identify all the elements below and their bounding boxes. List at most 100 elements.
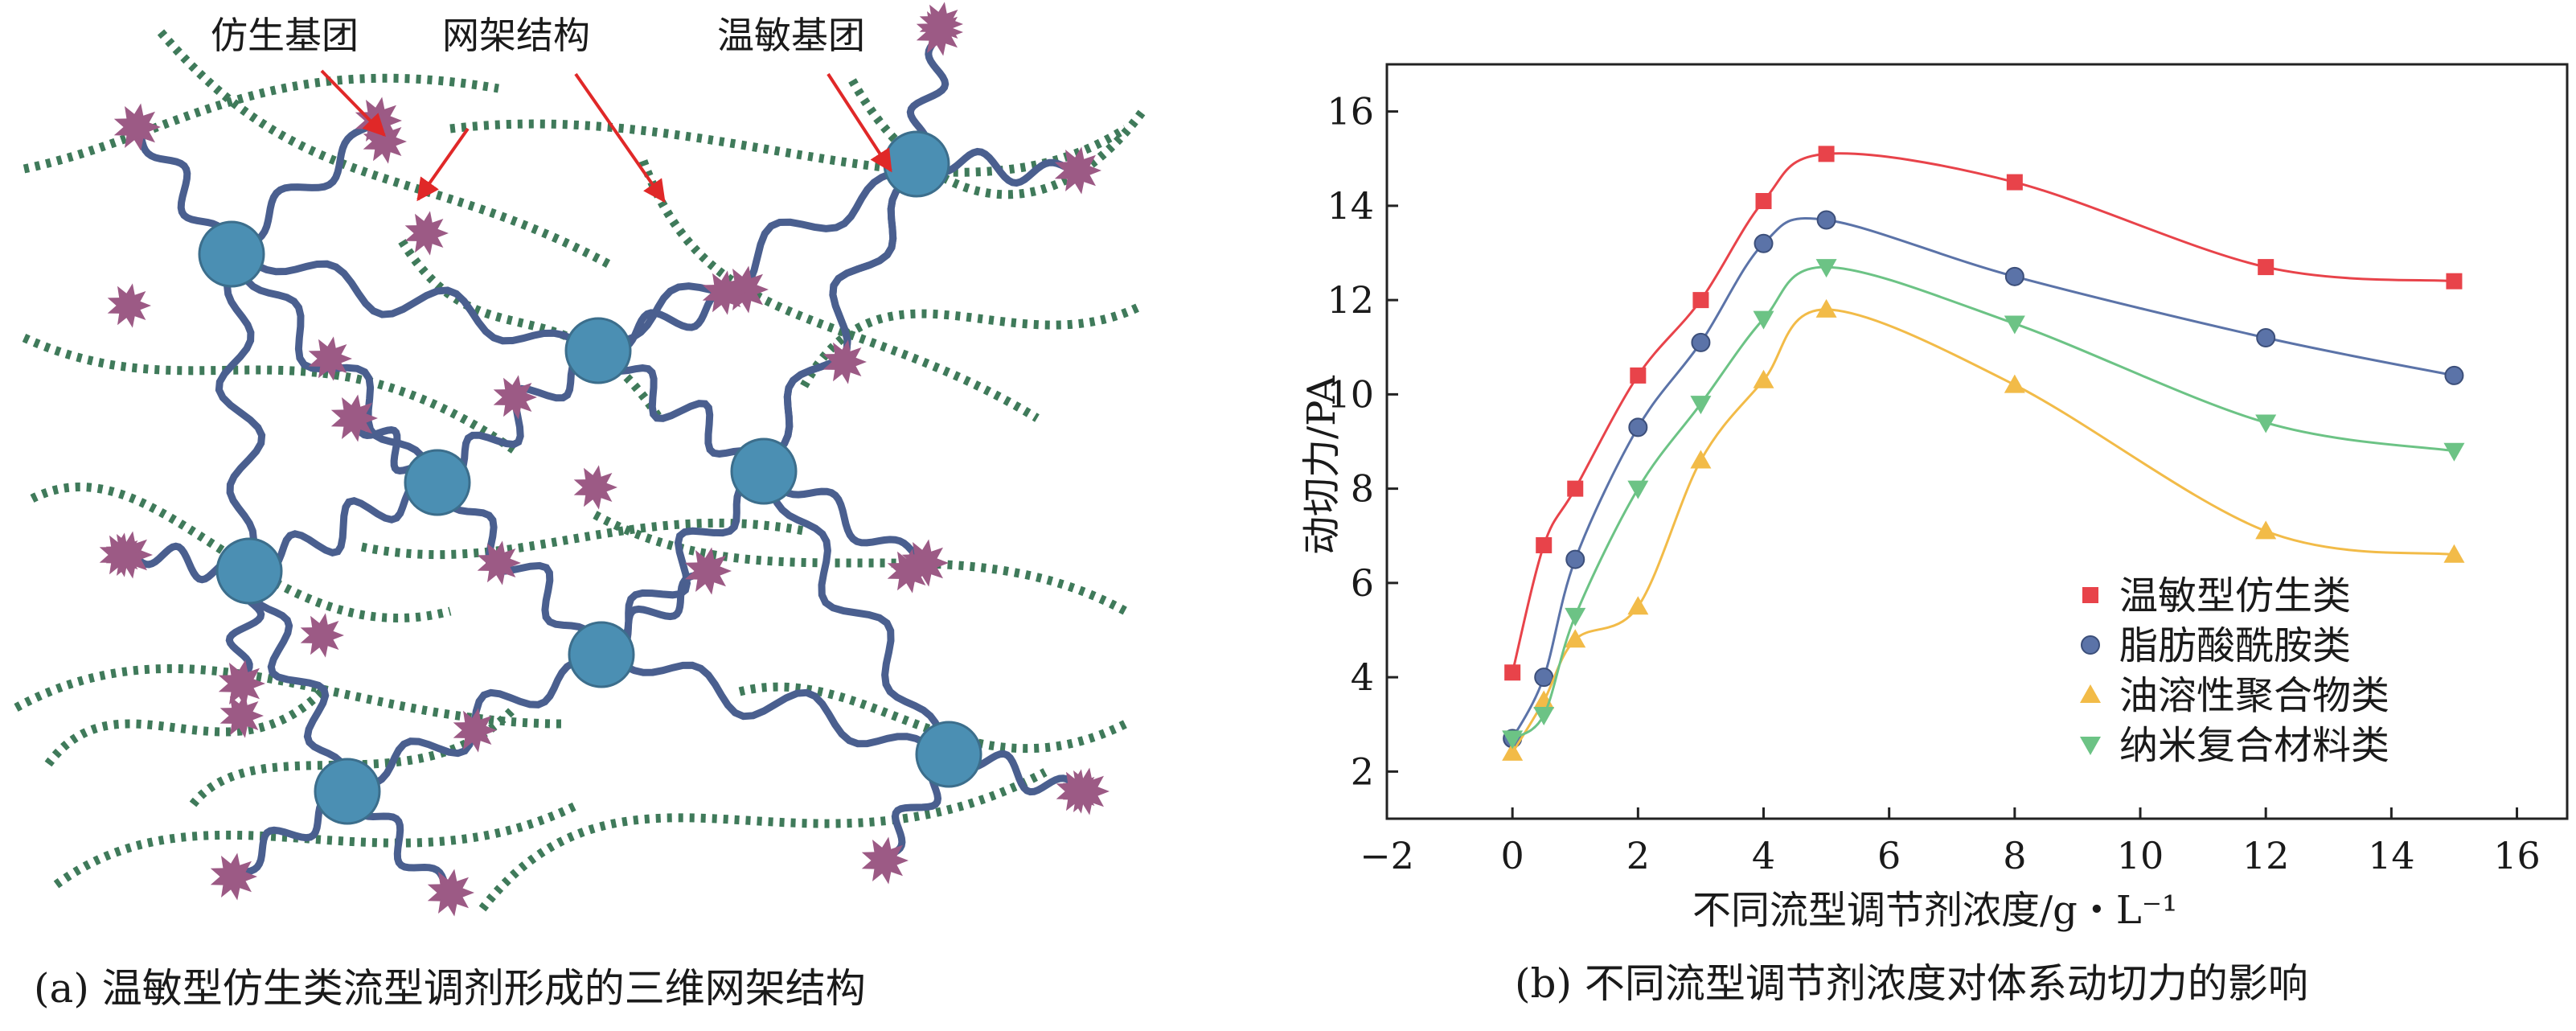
network-node xyxy=(915,721,982,788)
thermo-star xyxy=(218,659,265,708)
data-point xyxy=(2004,315,2025,335)
y-tick-label: 12 xyxy=(1327,278,1374,322)
arrow-thermo xyxy=(827,72,892,173)
plot-frame xyxy=(1385,63,2569,820)
y-axis-label: 动切力/PA xyxy=(1299,375,1344,555)
data-point xyxy=(2443,544,2465,563)
data-point xyxy=(1754,233,1774,253)
thermo-star xyxy=(113,103,161,151)
legend-entry: 油溶性聚合物类 xyxy=(2080,673,2389,718)
label-thermo: 温敏基团 xyxy=(717,14,865,57)
network-node xyxy=(730,437,798,505)
legend-label: 脂肪酸酰胺类 xyxy=(2119,623,2351,668)
dotted-chain xyxy=(157,29,613,269)
x-tick-label: −2 xyxy=(1360,834,1414,877)
dotted-chain xyxy=(848,78,1146,199)
network-chain xyxy=(245,479,441,575)
data-point xyxy=(1627,480,1649,499)
data-point xyxy=(1630,367,1647,384)
network-node xyxy=(215,537,283,605)
dotted-chain xyxy=(449,119,1128,177)
data-point xyxy=(1504,664,1521,681)
stars xyxy=(99,2,1110,917)
x-tick-label: 16 xyxy=(2493,834,2541,877)
dotted-chain xyxy=(53,800,581,889)
data-point xyxy=(2443,442,2465,462)
x-tick-label: 10 xyxy=(2117,834,2164,877)
y-tick-label: 2 xyxy=(1351,750,1374,793)
x-tick-label: 6 xyxy=(1877,834,1901,877)
data-point xyxy=(1753,310,1774,330)
thermo-star xyxy=(822,339,867,384)
thermo-star xyxy=(493,375,537,420)
series-layer xyxy=(1502,146,2465,761)
dotted-chain xyxy=(30,483,452,622)
thermo-star xyxy=(573,465,617,510)
data-point xyxy=(2444,365,2464,385)
thermo-star xyxy=(107,283,151,328)
data-point xyxy=(1502,741,1524,761)
dotted-chain xyxy=(800,302,1144,388)
dangling-chain xyxy=(228,117,382,258)
thermo-star xyxy=(300,613,344,658)
arrow-bionic xyxy=(320,69,386,138)
data-point xyxy=(1753,369,1774,388)
legend-entry: 脂肪酸酰胺类 xyxy=(2081,623,2351,668)
data-point xyxy=(1627,596,1649,615)
data-point xyxy=(1502,730,1524,750)
x-tick-label: 14 xyxy=(2368,834,2415,877)
series-3 xyxy=(1502,259,2465,750)
thermo-star xyxy=(721,265,769,314)
x-tick-label: 8 xyxy=(2003,834,2026,877)
data-point xyxy=(1533,707,1555,726)
network-node xyxy=(198,220,265,288)
y-tick-label: 16 xyxy=(1327,90,1374,133)
caption-b: (b) 不同流型调节剂浓度对体系动切力的影响 xyxy=(1515,960,2308,1007)
thermo-star xyxy=(1056,769,1100,814)
network-chain xyxy=(594,160,921,355)
data-point xyxy=(2446,273,2463,290)
thermo-star xyxy=(686,548,730,594)
legend-entry: 温敏型仿生类 xyxy=(2082,573,2351,618)
caption-a: (a) 温敏型仿生类流型调剂形成的三维网架结构 xyxy=(34,965,866,1012)
network-node xyxy=(568,621,635,688)
thermo-star xyxy=(210,852,257,901)
line-chart: −2 0 2 4 6 8 10 12 14 16 2 4 6 8 10 12 14 16 不同流型调节剂浓度/g・… xyxy=(1299,63,2569,1007)
data-point xyxy=(1536,536,1553,553)
legend-entry: 纳米复合材料类 xyxy=(2080,723,2389,768)
data-point xyxy=(2255,520,2277,540)
data-point xyxy=(1692,292,1709,309)
thermo-star xyxy=(887,548,931,594)
network-chain xyxy=(760,160,921,475)
network-node xyxy=(314,758,381,825)
data-point xyxy=(1565,607,1586,626)
dotted-chain xyxy=(22,333,518,454)
nodes xyxy=(198,130,982,825)
thermo-star xyxy=(308,336,352,381)
data-point xyxy=(1628,417,1648,437)
data-point xyxy=(1815,298,1837,318)
data-point xyxy=(1565,629,1586,648)
thermo-star xyxy=(330,394,378,442)
y-tick-label: 14 xyxy=(1327,184,1374,228)
thermo-star xyxy=(702,270,746,315)
network-chain xyxy=(760,467,953,758)
legend-marker xyxy=(2081,635,2100,655)
y-tick-label: 8 xyxy=(1351,467,1374,511)
data-point xyxy=(2004,266,2024,286)
series-2 xyxy=(1502,298,2465,761)
thermo-star xyxy=(99,532,143,577)
data-point xyxy=(1534,667,1554,688)
data-point xyxy=(1690,450,1712,469)
y-tick-label: 4 xyxy=(1351,655,1374,699)
data-point xyxy=(2004,374,2025,393)
x-tick-label: 0 xyxy=(1501,834,1524,877)
legend-label: 油溶性聚合物类 xyxy=(2119,673,2389,718)
legend-marker xyxy=(2082,587,2098,603)
data-point xyxy=(1815,259,1837,278)
x-tick-label: 2 xyxy=(1626,834,1650,877)
data-point xyxy=(1816,210,1836,230)
network-node xyxy=(564,317,632,384)
series-1 xyxy=(1503,210,2464,749)
legend-label: 温敏型仿生类 xyxy=(2119,573,2351,618)
